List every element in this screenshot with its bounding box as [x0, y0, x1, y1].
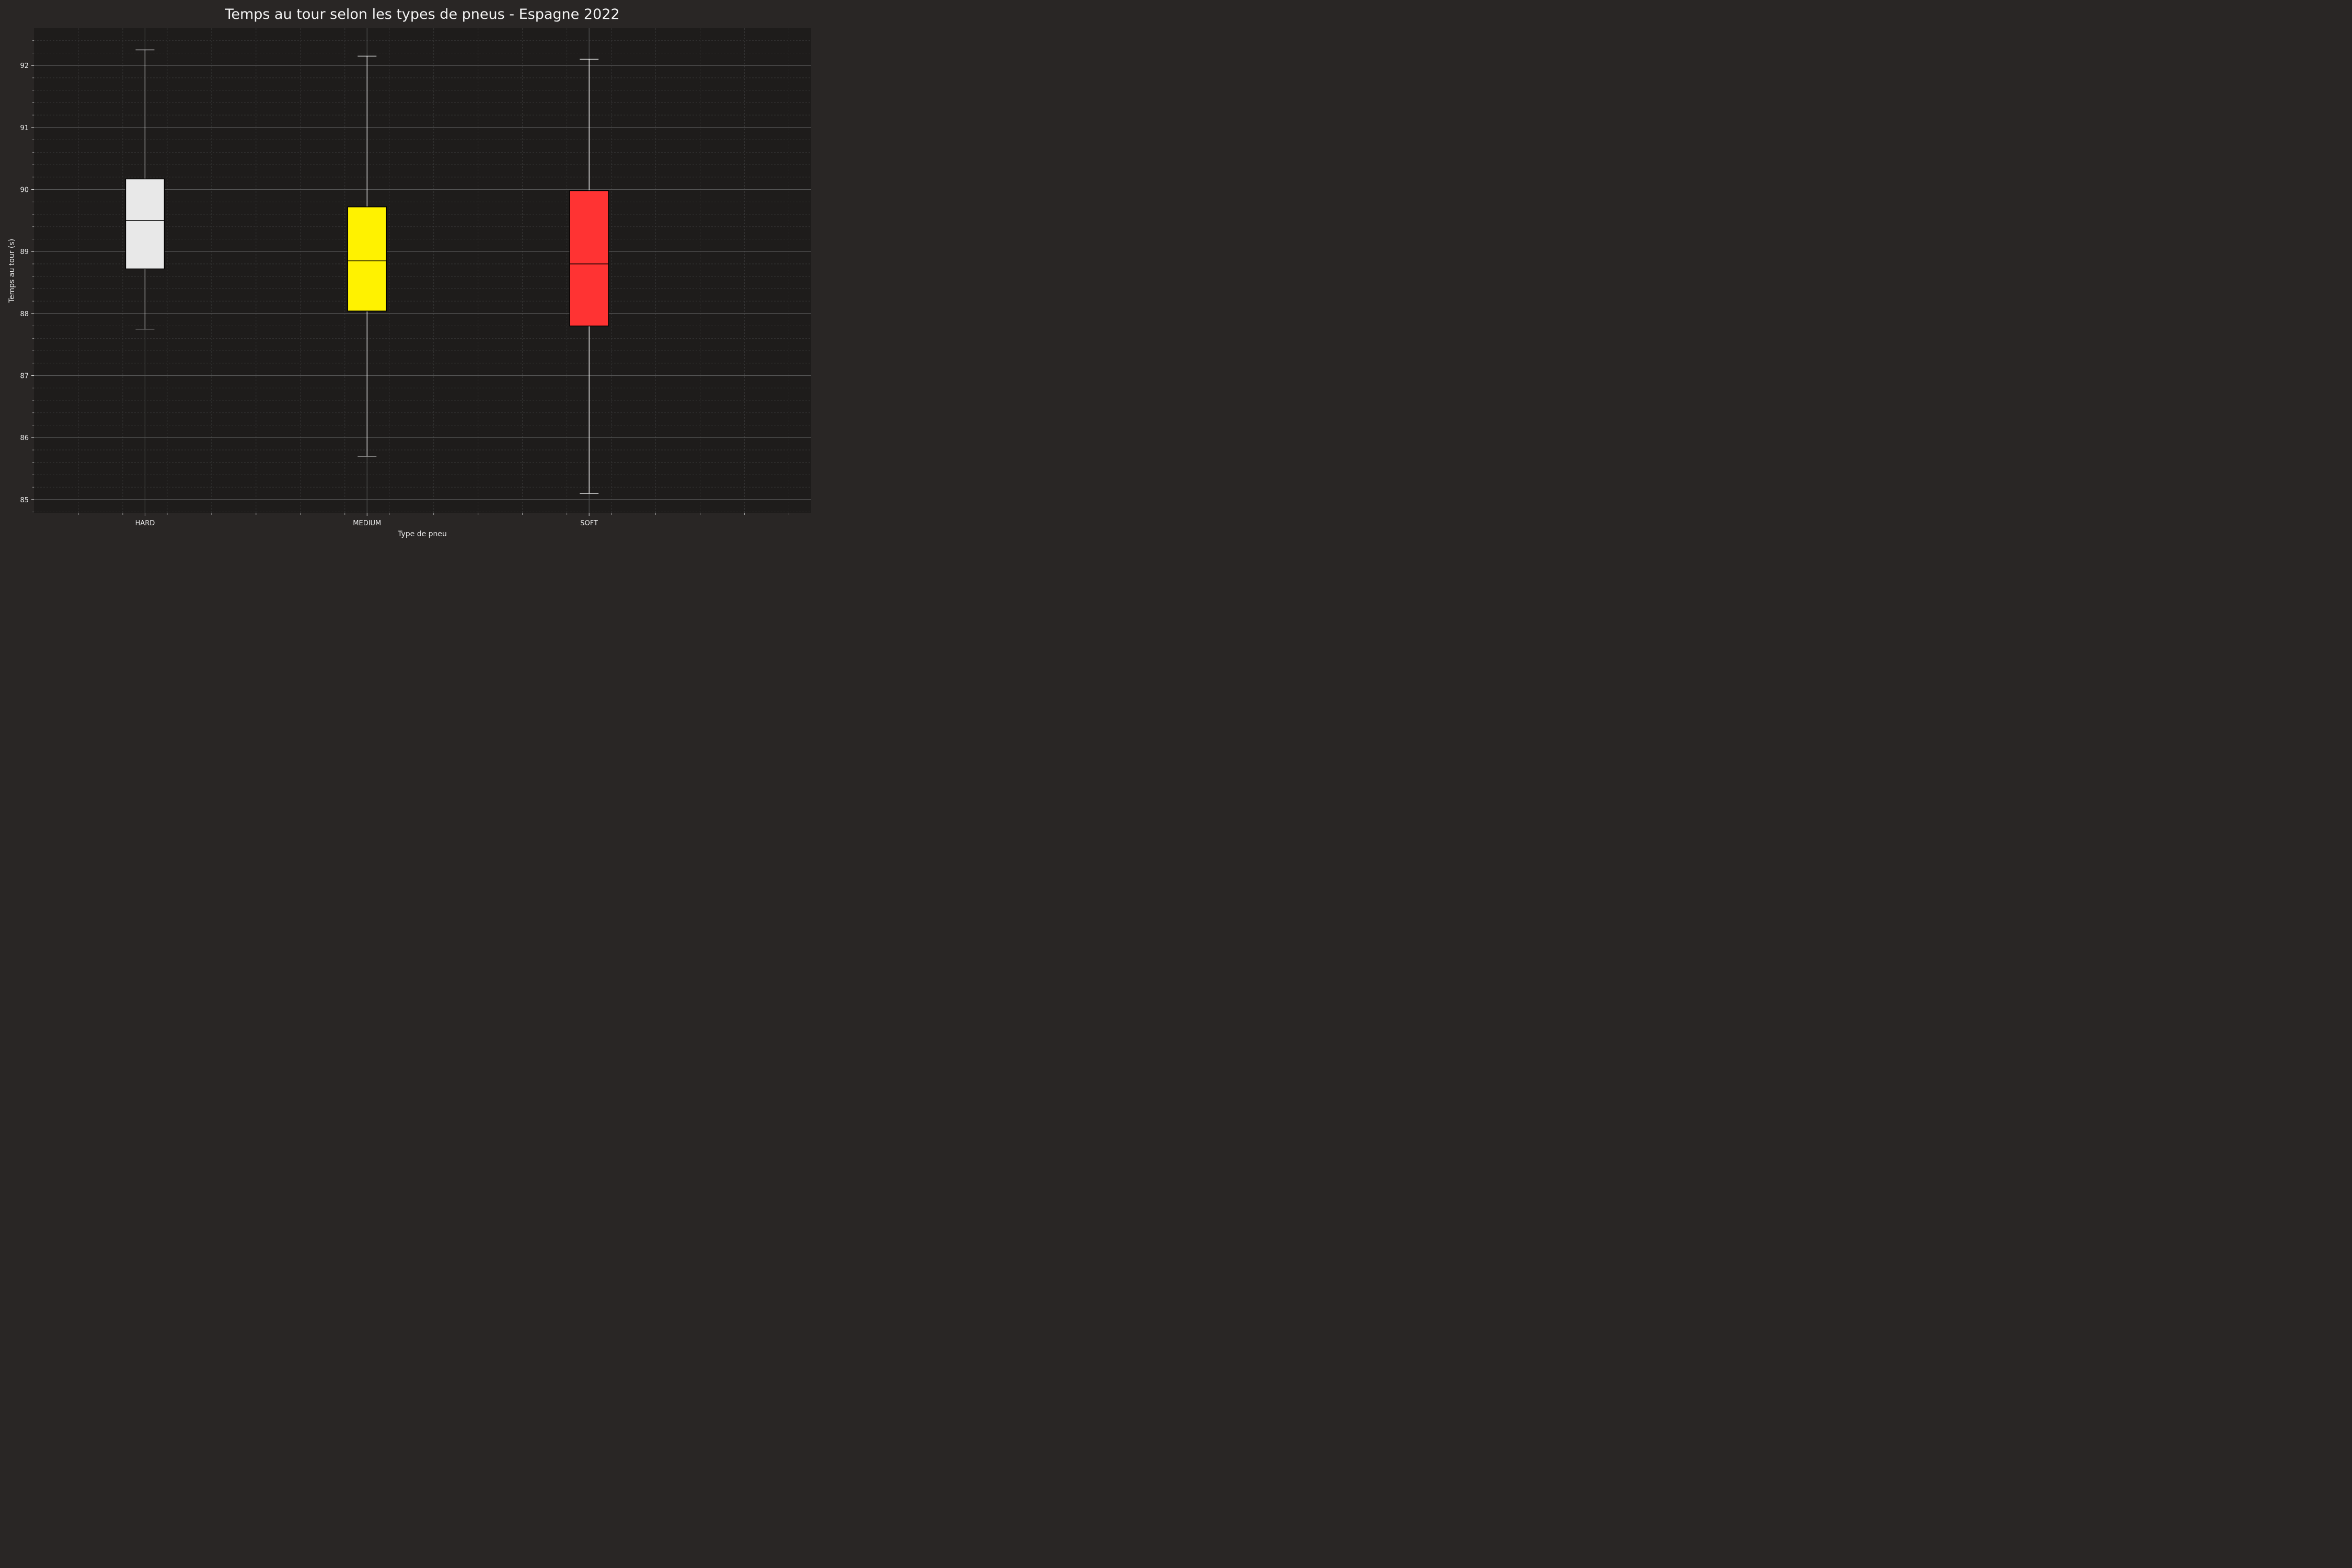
iqr-box: [125, 178, 165, 270]
x-axis-label: Type de pneu: [397, 530, 447, 538]
y-tick-label: 89: [20, 248, 29, 256]
x-tick-label: HARD: [135, 520, 155, 527]
chart-title: Temps au tour selon les types de pneus -…: [224, 6, 619, 22]
box-medium: [347, 55, 387, 457]
chart-figure: Temps au tour selon les types de pneus -…: [0, 0, 820, 546]
y-tick-label: 91: [20, 124, 29, 132]
y-tick-label: 85: [20, 497, 29, 504]
y-tick-label: 92: [20, 62, 29, 70]
box-soft: [569, 59, 609, 494]
box-hard: [125, 49, 165, 330]
iqr-box: [347, 206, 387, 312]
y-tick-label: 90: [20, 187, 29, 194]
x-axis-ticks: HARD MEDIUM SOFT: [135, 513, 598, 527]
y-axis-ticks: 85 86 87 88 89 90 91 92: [20, 62, 34, 504]
y-tick-label: 87: [20, 373, 29, 381]
y-tick-label: 88: [20, 310, 29, 318]
x-tick-label: MEDIUM: [353, 520, 381, 527]
y-axis-label: Temps au tour (s): [8, 239, 16, 303]
box-series: [125, 49, 609, 494]
iqr-box: [569, 190, 609, 327]
y-tick-label: 86: [20, 434, 29, 442]
x-tick-label: SOFT: [580, 520, 598, 527]
box-plot-chart: Temps au tour selon les types de pneus -…: [8, 6, 811, 538]
plot-area: [34, 28, 811, 513]
